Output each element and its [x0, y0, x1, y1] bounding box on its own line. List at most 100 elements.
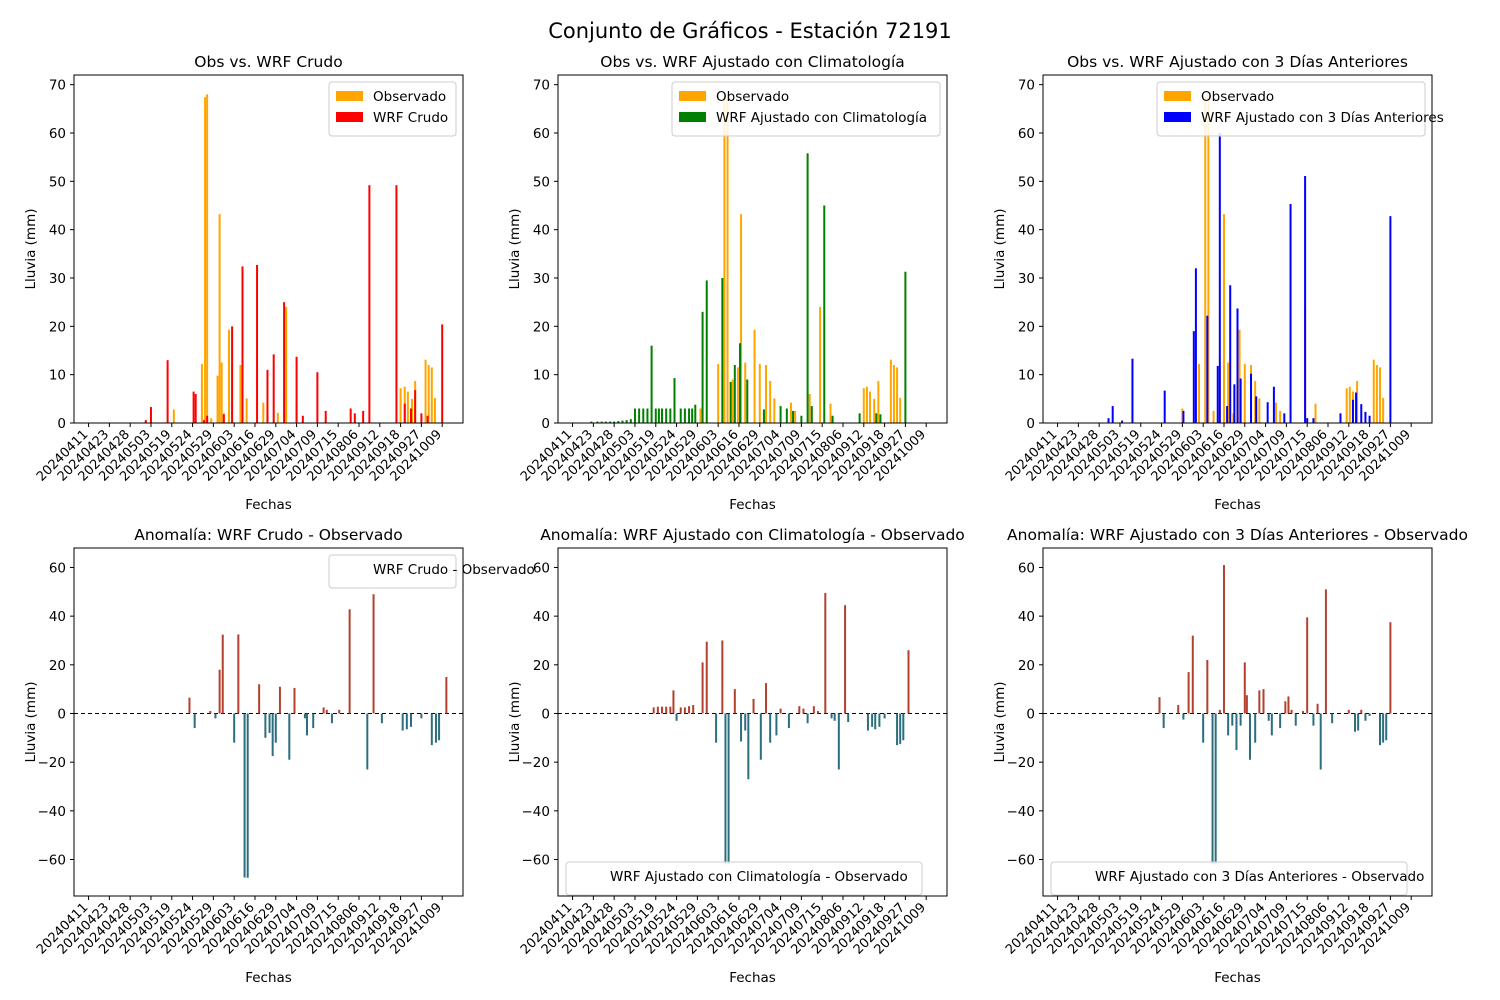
bar	[172, 409, 175, 423]
y-tick-label: −60	[1007, 852, 1036, 868]
bar	[149, 407, 152, 423]
bar	[1232, 413, 1235, 423]
y-tick-label: −20	[38, 755, 67, 771]
bar	[646, 408, 649, 423]
chart-panel-1: Obs vs. WRF Crudo01020304050607020240411…	[23, 53, 464, 513]
bar	[372, 594, 375, 714]
bar	[736, 367, 739, 423]
bar	[823, 205, 826, 423]
bar	[1236, 308, 1239, 423]
y-axis-label: Lluvia (mm)	[992, 209, 1008, 290]
bar	[1158, 697, 1161, 714]
y-tick-label: 20	[533, 658, 550, 674]
y-tick-label: 60	[1018, 560, 1035, 576]
bar	[193, 713, 196, 729]
legend-box	[565, 861, 923, 896]
bar	[424, 359, 427, 423]
bar	[773, 398, 776, 423]
bar	[1372, 359, 1375, 423]
bar	[869, 391, 872, 423]
bar	[1162, 713, 1165, 729]
bar	[420, 713, 423, 719]
bar	[1243, 364, 1246, 423]
legend: WRF Ajustado con 3 Días Anteriores - Obs…	[1050, 861, 1424, 896]
bar	[1181, 408, 1184, 423]
legend: WRF Ajustado con Climatología - Observad…	[565, 861, 923, 896]
plot-frame	[1042, 547, 1433, 897]
bar	[209, 711, 212, 714]
bar	[220, 362, 223, 423]
plot-frame	[557, 547, 948, 897]
bar	[203, 420, 206, 423]
y-tick-label: 0	[1026, 416, 1035, 432]
bar	[723, 97, 726, 423]
bar	[740, 713, 743, 742]
chart-panel-6: Anomalía: WRF Ajustado con 3 Días Anteri…	[992, 526, 1468, 986]
bar	[395, 185, 398, 423]
bar	[833, 713, 836, 721]
bar	[241, 266, 244, 423]
bar	[724, 713, 727, 865]
bar	[1111, 406, 1114, 423]
bar	[1218, 709, 1221, 714]
bar	[844, 605, 847, 714]
legend-label: WRF Crudo	[373, 110, 448, 126]
legend: Observado WRF Crudo	[328, 81, 457, 137]
bar	[847, 713, 850, 722]
bar	[621, 420, 624, 423]
y-tick-label: 20	[533, 319, 550, 335]
bar	[613, 421, 616, 423]
bar	[747, 713, 750, 780]
series-2	[590, 153, 907, 424]
y-tick-label: 0	[541, 416, 550, 432]
bar	[1345, 388, 1348, 423]
y-tick-label: 50	[533, 174, 550, 190]
bar	[699, 408, 702, 423]
bar	[1289, 204, 1292, 423]
bar	[194, 394, 197, 423]
bar	[596, 421, 599, 423]
bar	[1267, 713, 1270, 721]
legend-label: Observado	[1201, 89, 1274, 105]
bar	[665, 408, 668, 423]
bar	[865, 386, 868, 423]
bar	[810, 406, 813, 423]
bar	[1283, 413, 1286, 423]
bar	[862, 388, 865, 423]
bar	[420, 413, 423, 423]
legend-label: WRF Ajustado con Climatología - Observad…	[610, 869, 908, 885]
y-tick-label: −40	[1007, 804, 1036, 820]
bar	[288, 713, 291, 760]
bar	[276, 412, 279, 423]
legend-label: WRF Ajustado con 3 Días Anteriores - Obs…	[1095, 869, 1424, 885]
bar	[789, 402, 792, 423]
bar	[729, 381, 732, 423]
bar	[293, 687, 296, 714]
bar	[629, 419, 632, 423]
bar	[758, 364, 761, 423]
bar	[717, 364, 720, 423]
bar	[1304, 176, 1307, 423]
bar	[899, 713, 902, 744]
bar	[1121, 420, 1124, 423]
bar	[705, 641, 708, 714]
bar	[806, 153, 809, 424]
bar	[399, 388, 402, 423]
bar	[819, 307, 822, 423]
y-tick-label: 10	[533, 368, 550, 384]
bar	[798, 706, 801, 714]
legend: Observado WRF Ajustado con Climatología	[671, 81, 941, 137]
bar	[1206, 315, 1209, 423]
bar	[812, 706, 815, 714]
bar	[877, 380, 880, 423]
bar	[1324, 589, 1327, 714]
series-1	[699, 94, 902, 423]
bar	[426, 415, 429, 423]
bar	[1239, 378, 1242, 423]
bar	[604, 421, 607, 423]
bar	[1378, 713, 1381, 746]
x-axis-label: Fechas	[245, 970, 292, 986]
bar	[210, 418, 213, 423]
bar	[325, 709, 328, 714]
bar	[1182, 410, 1185, 423]
